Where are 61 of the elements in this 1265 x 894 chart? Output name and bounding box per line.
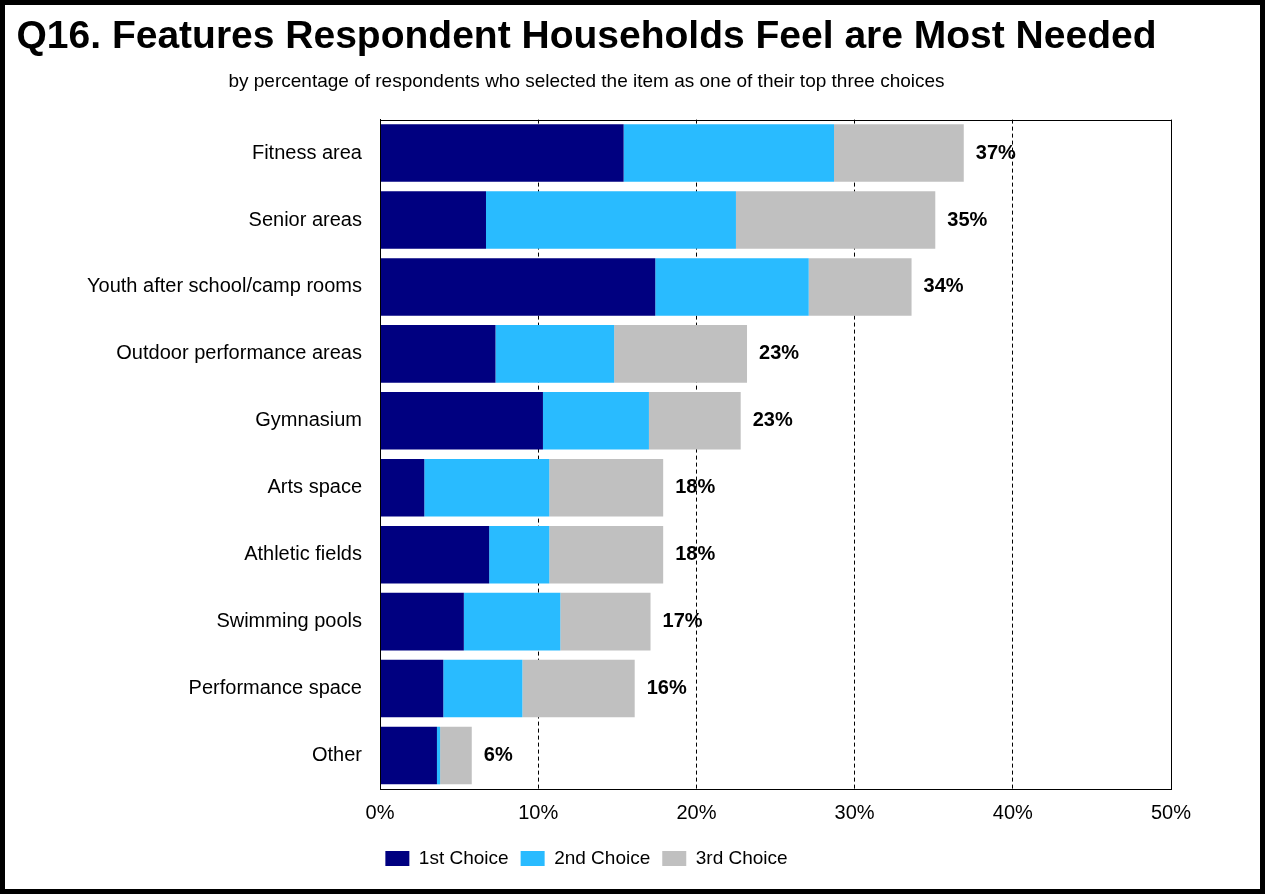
bar — [549, 458, 664, 517]
bar — [380, 592, 464, 651]
y-tick-label: Athletic fields — [244, 542, 362, 565]
bar — [443, 659, 523, 718]
bar — [380, 659, 444, 718]
bar — [614, 325, 748, 383]
bar — [522, 659, 635, 718]
y-tick-label: Fitness area — [251, 140, 363, 163]
legend-label: 3rd Choice — [695, 846, 788, 868]
bar — [380, 458, 425, 517]
total-label: 23% — [759, 341, 800, 364]
x-tick-label: 30% — [834, 800, 875, 823]
x-tick-label: 40% — [992, 800, 1034, 823]
bar — [436, 726, 441, 785]
bar — [489, 525, 550, 584]
bar — [380, 191, 486, 249]
y-tick-label: Outdoor performance areas — [116, 341, 362, 364]
bar — [380, 124, 624, 182]
legend-label: 2nd Choice — [554, 846, 651, 868]
x-tick-label: 20% — [676, 800, 717, 823]
bar — [380, 325, 496, 383]
total-label: 34% — [923, 274, 964, 297]
bar — [424, 458, 550, 517]
y-tick-label: Other — [311, 743, 363, 766]
chart-title: Q16. Features Respondent Households Feel are Most Needed — [16, 13, 1157, 57]
total-label: 16% — [646, 676, 687, 699]
total-label: 6% — [483, 743, 513, 766]
total-label: 17% — [662, 609, 703, 632]
total-label: 18% — [675, 542, 716, 565]
bar — [485, 191, 736, 249]
y-tick-label: Swimming pools — [216, 609, 362, 632]
chart-subtitle: by percentage of respondents who selected the item as one of their top three choices — [228, 70, 945, 92]
bar — [808, 258, 912, 316]
bar — [655, 258, 809, 316]
legend-label: 1st Choice — [418, 846, 509, 868]
x-tick-label: 10% — [518, 800, 559, 823]
bar — [380, 525, 490, 584]
bar — [440, 726, 472, 785]
total-label: 18% — [675, 475, 716, 498]
y-tick-label: Performance space — [188, 676, 362, 699]
y-tick-label: Gymnasium — [255, 408, 362, 431]
bar — [735, 191, 936, 249]
y-tick-label: Youth after school/camp rooms — [87, 274, 362, 297]
bar — [380, 258, 656, 316]
bar — [623, 124, 835, 182]
y-tick-label: Senior areas — [248, 207, 362, 230]
bar — [380, 392, 543, 450]
bar — [648, 392, 741, 450]
total-label: 37% — [975, 140, 1016, 163]
bar — [463, 592, 561, 651]
bar — [380, 726, 437, 785]
total-label: 35% — [947, 207, 988, 230]
bar — [542, 392, 649, 450]
y-tick-label: Arts space — [267, 475, 362, 498]
total-label: 23% — [752, 408, 793, 431]
x-tick-label: 0% — [365, 800, 395, 823]
bar — [549, 525, 664, 584]
bar — [834, 124, 964, 182]
x-tick-label: 50% — [1150, 800, 1192, 823]
bar — [560, 592, 651, 651]
bar — [495, 325, 615, 383]
